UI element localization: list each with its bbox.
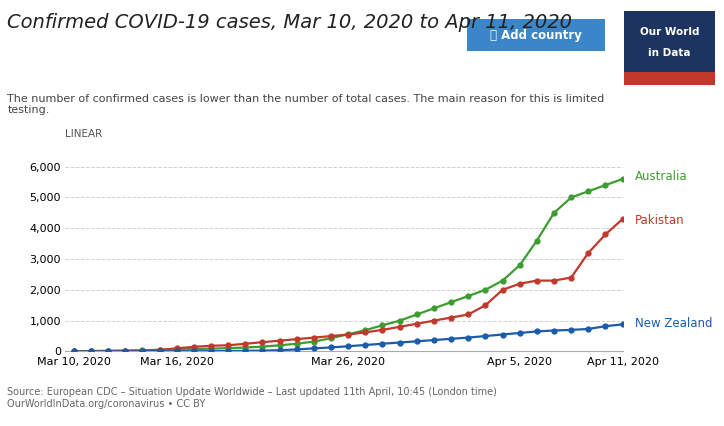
Text: Our World: Our World	[639, 27, 699, 37]
Text: Source: European CDC – Situation Update Worldwide – Last updated 11th April, 10:: Source: European CDC – Situation Update …	[7, 387, 497, 409]
Text: in Data: in Data	[648, 48, 691, 58]
Text: The number of confirmed cases is lower than the number of total cases. The main : The number of confirmed cases is lower t…	[7, 94, 605, 115]
Text: Pakistan: Pakistan	[635, 214, 684, 227]
Text: ➕ Add country: ➕ Add country	[490, 29, 581, 42]
Text: New Zealand: New Zealand	[635, 317, 712, 330]
Text: LINEAR: LINEAR	[65, 129, 102, 139]
Text: Confirmed COVID-19 cases, Mar 10, 2020 to Apr 11, 2020: Confirmed COVID-19 cases, Mar 10, 2020 t…	[7, 13, 572, 32]
Text: Australia: Australia	[635, 170, 687, 183]
